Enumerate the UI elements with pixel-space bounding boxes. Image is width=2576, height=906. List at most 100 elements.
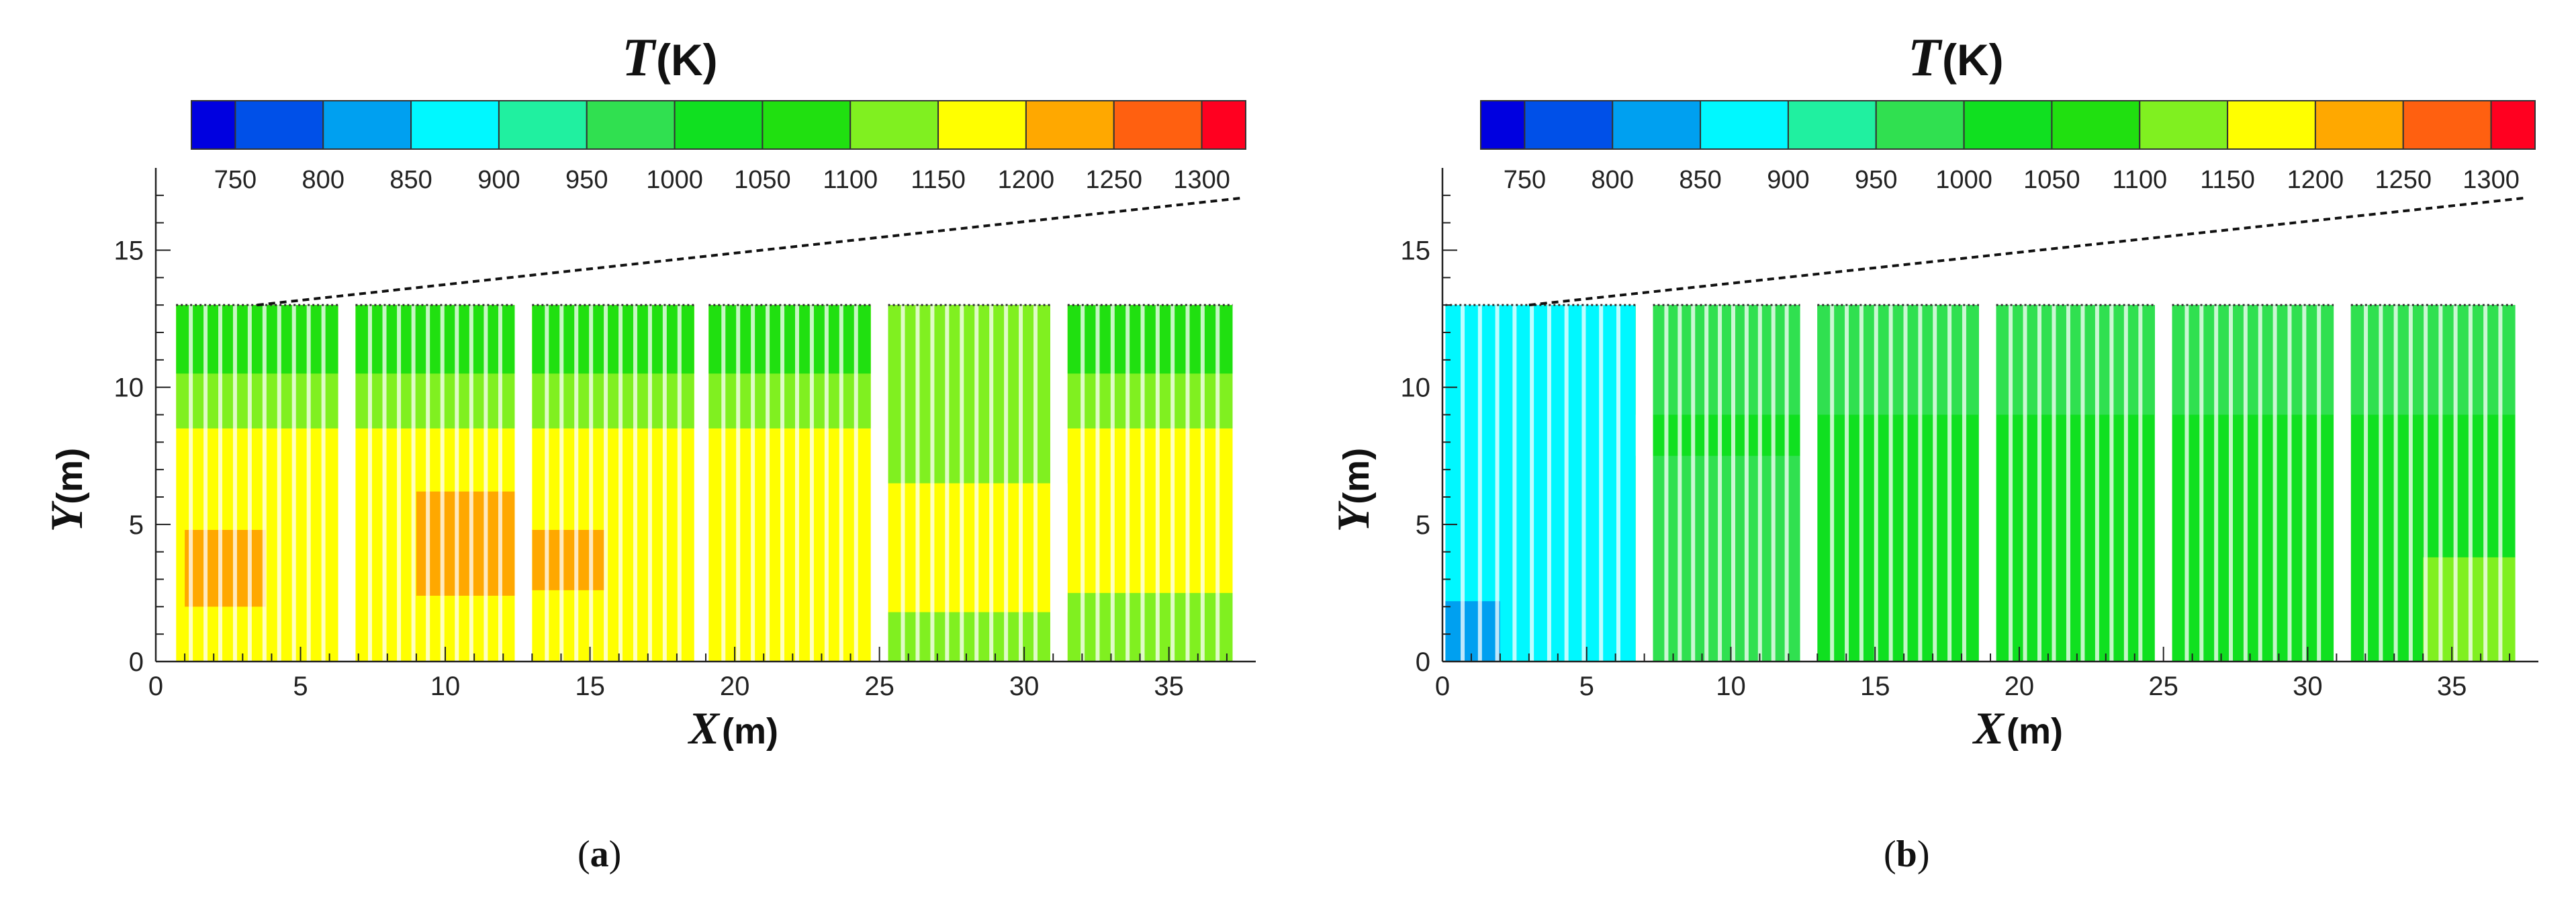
- y-tick-label: 10: [114, 373, 144, 403]
- rack-gap: [545, 305, 549, 662]
- rack-gap: [2037, 305, 2042, 662]
- rack-gap: [2379, 305, 2383, 662]
- rack-gap: [291, 305, 296, 662]
- colorbar-tick-label: 800: [1592, 166, 1634, 194]
- rack-gap: [440, 305, 445, 662]
- rack-gap: [1581, 305, 1586, 662]
- rack-gap: [484, 305, 488, 662]
- rack-gap: [736, 305, 741, 662]
- rack-gap: [589, 305, 594, 662]
- rack-gap: [1125, 305, 1130, 662]
- colorbar-tick-label: 1050: [734, 166, 791, 194]
- colorbar-band: [191, 100, 236, 150]
- rack-gap: [839, 305, 843, 662]
- y-tick-label: 0: [129, 647, 144, 677]
- colorbar-band: [498, 100, 588, 150]
- x-tick-label: 20: [2005, 672, 2035, 701]
- y-tick-label: 15: [114, 236, 144, 266]
- colorbar-band: [2402, 100, 2492, 150]
- temperature-zone: [416, 491, 518, 596]
- colorbar-tick-label: 750: [214, 166, 257, 194]
- temperature-zone: [1067, 592, 1233, 662]
- rack-gap: [306, 305, 311, 662]
- x-axis-title: X: [688, 703, 721, 754]
- rack-gap: [1155, 305, 1160, 662]
- x-axis-unit: (m): [722, 711, 778, 752]
- rack-gap: [2317, 305, 2321, 662]
- rack-gap: [2009, 305, 2013, 662]
- rack-gap: [677, 305, 682, 662]
- rack-gap: [662, 305, 667, 662]
- y-tick-label: 10: [1401, 373, 1431, 403]
- colorbar-tick-label: 1150: [911, 166, 966, 194]
- temperature-zone: [532, 530, 605, 590]
- colorbar-tick-label: 1050: [2023, 166, 2080, 194]
- panel-b: 750 800 850 900 950 1000 1050 1100 1150 1200 1250 1…: [1328, 28, 2538, 875]
- colorbar-band: [1875, 100, 1965, 150]
- rack-gap: [397, 305, 402, 662]
- rack-gap: [721, 305, 726, 662]
- colorbar-tick-label: 1200: [2287, 166, 2344, 194]
- colorbar-tick-label: 1250: [2375, 166, 2432, 194]
- rack-gap: [1599, 305, 1604, 662]
- plot-area: [176, 196, 1242, 662]
- rack-gap: [1757, 305, 1762, 662]
- rack-gap: [1962, 305, 1966, 662]
- rack-gap: [1731, 305, 1735, 662]
- rack-gap: [1691, 305, 1696, 662]
- colorbar-tick-label: 1100: [2112, 166, 2167, 194]
- rack-gap: [189, 305, 193, 662]
- temperature-zone: [185, 530, 266, 607]
- rack-gap: [1185, 305, 1190, 662]
- colorbar-tick-label: 1000: [646, 166, 703, 194]
- temperature-zone: [1635, 305, 2516, 360]
- rack-gap: [2095, 305, 2099, 662]
- y-tick-label: 5: [129, 510, 144, 540]
- rack-gap: [2438, 305, 2443, 662]
- rack-gap: [1918, 305, 1923, 662]
- colorbar-tick-label: 1150: [2200, 166, 2255, 194]
- colorbar-tick-label: 850: [1679, 166, 1721, 194]
- rack-gap: [321, 305, 326, 662]
- colorbar-band: [2227, 100, 2316, 150]
- rack-gap: [1110, 305, 1115, 662]
- x-tick-label: 20: [720, 672, 750, 701]
- rack-gap: [1830, 305, 1835, 662]
- colorbar-tick-label: 750: [1504, 166, 1546, 194]
- rack-gap: [2272, 305, 2277, 662]
- colorbar-tick-label: 1300: [2463, 166, 2520, 194]
- rack-gap: [1859, 305, 1864, 662]
- rack-gap: [915, 305, 920, 662]
- y-tick-label: 5: [1416, 510, 1430, 540]
- colorbar-band: [937, 100, 1027, 150]
- rack-gap: [1495, 305, 1500, 662]
- x-tick-label: 5: [293, 672, 308, 701]
- x-axis-title: X: [1972, 703, 2005, 754]
- colorbar-band: [1480, 100, 1526, 150]
- temperature-zone: [1445, 601, 1500, 662]
- colorbar-tick-label: 1100: [823, 166, 878, 194]
- colorbar-title: T: [1908, 28, 1943, 87]
- x-tick-label: 15: [575, 672, 605, 701]
- colorbar-tick-label: 800: [302, 166, 344, 194]
- rack-gap: [780, 305, 785, 662]
- x-tick-label: 30: [1009, 672, 1040, 701]
- colorbar: 750 800 850 900 950 1000 1050 1100 1150 1200 1250 1…: [191, 28, 1247, 194]
- colorbar-tick-label: 1000: [1935, 166, 1992, 194]
- rack-gap: [2364, 305, 2368, 662]
- rack-gap: [426, 305, 430, 662]
- rack-gap: [1903, 305, 1908, 662]
- panel-a: 750 800 850 900 950 1000 1050 1100 1150 1200 1250 1…: [41, 28, 1256, 875]
- colorbar-tick-label: 900: [477, 166, 520, 194]
- x-tick-label: 35: [2437, 672, 2467, 701]
- colorbar-band: [1113, 100, 1203, 150]
- colorbar-tick-label: 1200: [998, 166, 1055, 194]
- rack-gap: [1095, 305, 1100, 662]
- rack-gap: [2498, 305, 2503, 662]
- rack-gap: [232, 305, 237, 662]
- colorbar-tick-label: 850: [389, 166, 432, 194]
- rack-gap: [1664, 305, 1669, 662]
- rack-gap: [809, 305, 814, 662]
- colorbar-tick-label: 900: [1767, 166, 1809, 194]
